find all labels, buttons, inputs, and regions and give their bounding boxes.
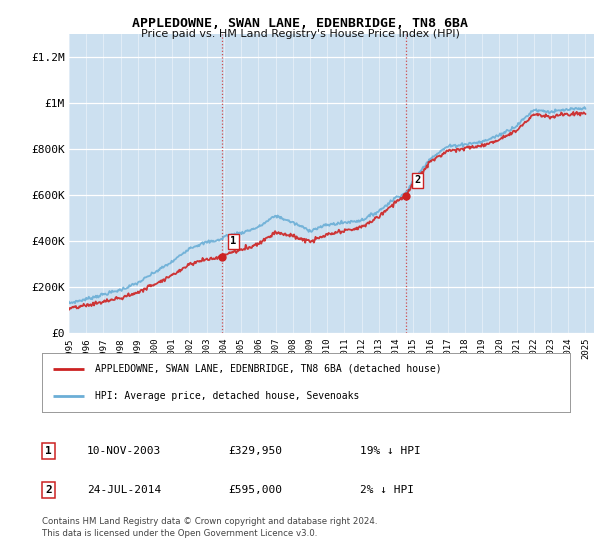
Text: £595,000: £595,000: [228, 485, 282, 495]
Text: 1: 1: [45, 446, 52, 456]
Text: 24-JUL-2014: 24-JUL-2014: [87, 485, 161, 495]
Text: Contains HM Land Registry data © Crown copyright and database right 2024.: Contains HM Land Registry data © Crown c…: [42, 516, 377, 526]
Text: 2% ↓ HPI: 2% ↓ HPI: [360, 485, 414, 495]
Text: 19% ↓ HPI: 19% ↓ HPI: [360, 446, 421, 456]
Text: HPI: Average price, detached house, Sevenoaks: HPI: Average price, detached house, Seve…: [95, 391, 359, 401]
Text: APPLEDOWNE, SWAN LANE, EDENBRIDGE, TN8 6BA (detached house): APPLEDOWNE, SWAN LANE, EDENBRIDGE, TN8 6…: [95, 363, 442, 374]
Text: Price paid vs. HM Land Registry's House Price Index (HPI): Price paid vs. HM Land Registry's House …: [140, 29, 460, 39]
Text: This data is licensed under the Open Government Licence v3.0.: This data is licensed under the Open Gov…: [42, 530, 317, 539]
Text: £329,950: £329,950: [228, 446, 282, 456]
Text: 10-NOV-2003: 10-NOV-2003: [87, 446, 161, 456]
Text: 2: 2: [414, 175, 421, 185]
Text: 2: 2: [45, 485, 52, 495]
Text: APPLEDOWNE, SWAN LANE, EDENBRIDGE, TN8 6BA: APPLEDOWNE, SWAN LANE, EDENBRIDGE, TN8 6…: [132, 17, 468, 30]
Text: 1: 1: [230, 236, 236, 246]
